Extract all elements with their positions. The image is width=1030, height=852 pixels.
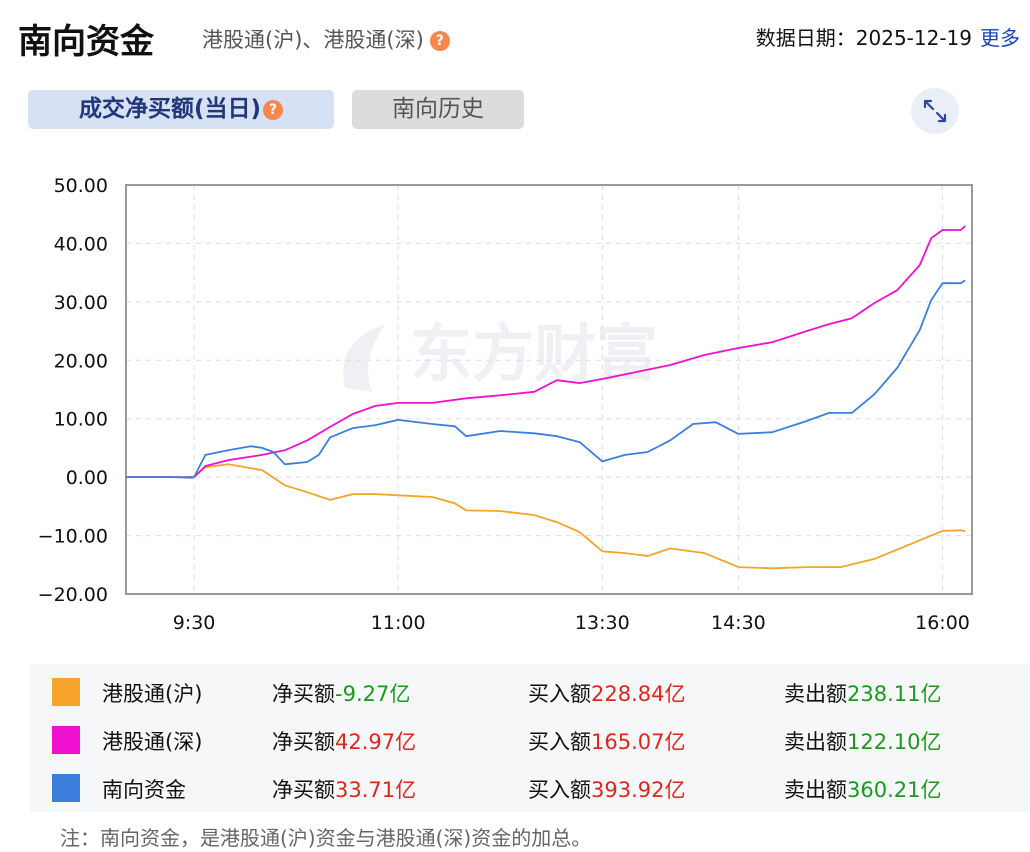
legend-row: 南向资金 净买额33.71亿 买入额393.92亿 卖出额360.21亿 — [30, 762, 1030, 810]
series-name: 南向资金 — [102, 778, 186, 802]
sell-amount: 卖出额360.21亿 — [784, 774, 941, 804]
y-tick-label: −20.00 — [38, 584, 108, 606]
series-swatch — [52, 678, 80, 706]
y-tick-label: 20.00 — [54, 350, 108, 372]
watermark-logo-icon — [343, 325, 385, 392]
buy-value: 165.07亿 — [591, 730, 686, 754]
buy-amount: 买入额228.84亿 — [528, 678, 685, 708]
question-circle-icon[interactable]: ? — [263, 99, 284, 120]
y-tick-label: 50.00 — [54, 175, 108, 197]
y-tick-label: 10.00 — [54, 409, 108, 431]
y-tick-label: −10.00 — [38, 526, 108, 548]
sell-label: 卖出额 — [784, 778, 847, 802]
series-swatch — [52, 726, 80, 754]
buy-label: 买入额 — [528, 682, 591, 706]
series-name: 港股通(深) — [102, 730, 203, 754]
data-date: 数据日期：2025-12-19 更多 — [756, 22, 1020, 51]
buy-amount: 买入额165.07亿 — [528, 726, 685, 756]
sell-value: 360.21亿 — [847, 778, 942, 802]
x-tick-label: 11:00 — [371, 612, 426, 634]
y-tick-label: 30.00 — [54, 292, 108, 314]
line-chart: 东方财富 50.00 40.00 30.00 20.00 10.00 0.00 −10.00 −… — [38, 175, 973, 634]
watermark: 东方财富 — [410, 317, 658, 390]
net-label: 净买额 — [272, 730, 335, 754]
x-tick-label: 16:00 — [915, 612, 970, 634]
net-label: 净买额 — [272, 682, 335, 706]
tab-label: 成交净买额(当日) — [78, 96, 262, 122]
buy-label: 买入额 — [528, 730, 591, 754]
more-link[interactable]: 更多 — [980, 26, 1020, 50]
sell-value: 238.11亿 — [847, 682, 942, 706]
tab-net-buy-today[interactable]: 成交净买额(当日)? — [28, 90, 334, 129]
date-label: 数据日期：2025-12-19 — [755, 26, 972, 50]
header: 南向资金 港股通(沪)、港股通(深)? 数据日期：2025-12-19 更多 — [18, 10, 1020, 62]
net-buy: 净买额33.71亿 — [272, 774, 416, 804]
sell-amount: 卖出额122.10亿 — [784, 726, 941, 756]
legend-row: 港股通(深) 净买额42.97亿 买入额165.07亿 卖出额122.10亿 — [30, 714, 1030, 762]
expand-button[interactable] — [911, 88, 959, 134]
series-line-0 — [126, 463, 966, 570]
series-line-2 — [126, 279, 966, 479]
legend-table: 港股通(沪) 净买额-9.27亿 买入额228.84亿 卖出额238.11亿 港… — [30, 664, 1030, 812]
y-tick-label: 0.00 — [66, 467, 108, 489]
x-tick-label: 13:30 — [575, 612, 630, 634]
buy-value: 228.84亿 — [591, 682, 686, 706]
buy-value: 393.92亿 — [591, 778, 686, 802]
net-value: 42.97亿 — [335, 730, 417, 754]
net-buy: 净买额-9.27亿 — [272, 678, 410, 708]
series-name: 港股通(沪) — [102, 682, 203, 706]
expand-arrows-icon — [923, 99, 947, 123]
subtitle: 港股通(沪)、港股通(深)? — [202, 24, 450, 54]
page-title: 南向资金 — [18, 22, 154, 62]
sell-amount: 卖出额238.11亿 — [784, 678, 941, 708]
subtitle-text: 港股通(沪)、港股通(深) — [202, 28, 424, 52]
x-tick-label: 14:30 — [711, 612, 766, 634]
buy-label: 买入额 — [528, 778, 591, 802]
question-circle-icon[interactable]: ? — [429, 31, 450, 51]
sell-value: 122.10亿 — [847, 730, 942, 754]
buy-amount: 买入额393.92亿 — [528, 774, 685, 804]
net-label: 净买额 — [272, 778, 335, 802]
series-swatch — [52, 774, 80, 802]
plot-frame — [125, 184, 973, 595]
y-tick-label: 40.00 — [54, 233, 108, 255]
net-value: 33.71亿 — [335, 778, 417, 802]
legend-row: 港股通(沪) 净买额-9.27亿 买入额228.84亿 卖出额238.11亿 — [30, 666, 1030, 714]
sell-label: 卖出额 — [784, 682, 847, 706]
x-tick-label: 9:30 — [173, 612, 216, 634]
sell-label: 卖出额 — [784, 730, 847, 754]
tab-southbound-history[interactable]: 南向历史 — [352, 90, 524, 129]
footnote: 注：南向资金，是港股通(沪)资金与港股通(深)资金的加总。 — [60, 826, 592, 850]
net-value: -9.27亿 — [335, 682, 411, 706]
net-buy: 净买额42.97亿 — [272, 726, 416, 756]
